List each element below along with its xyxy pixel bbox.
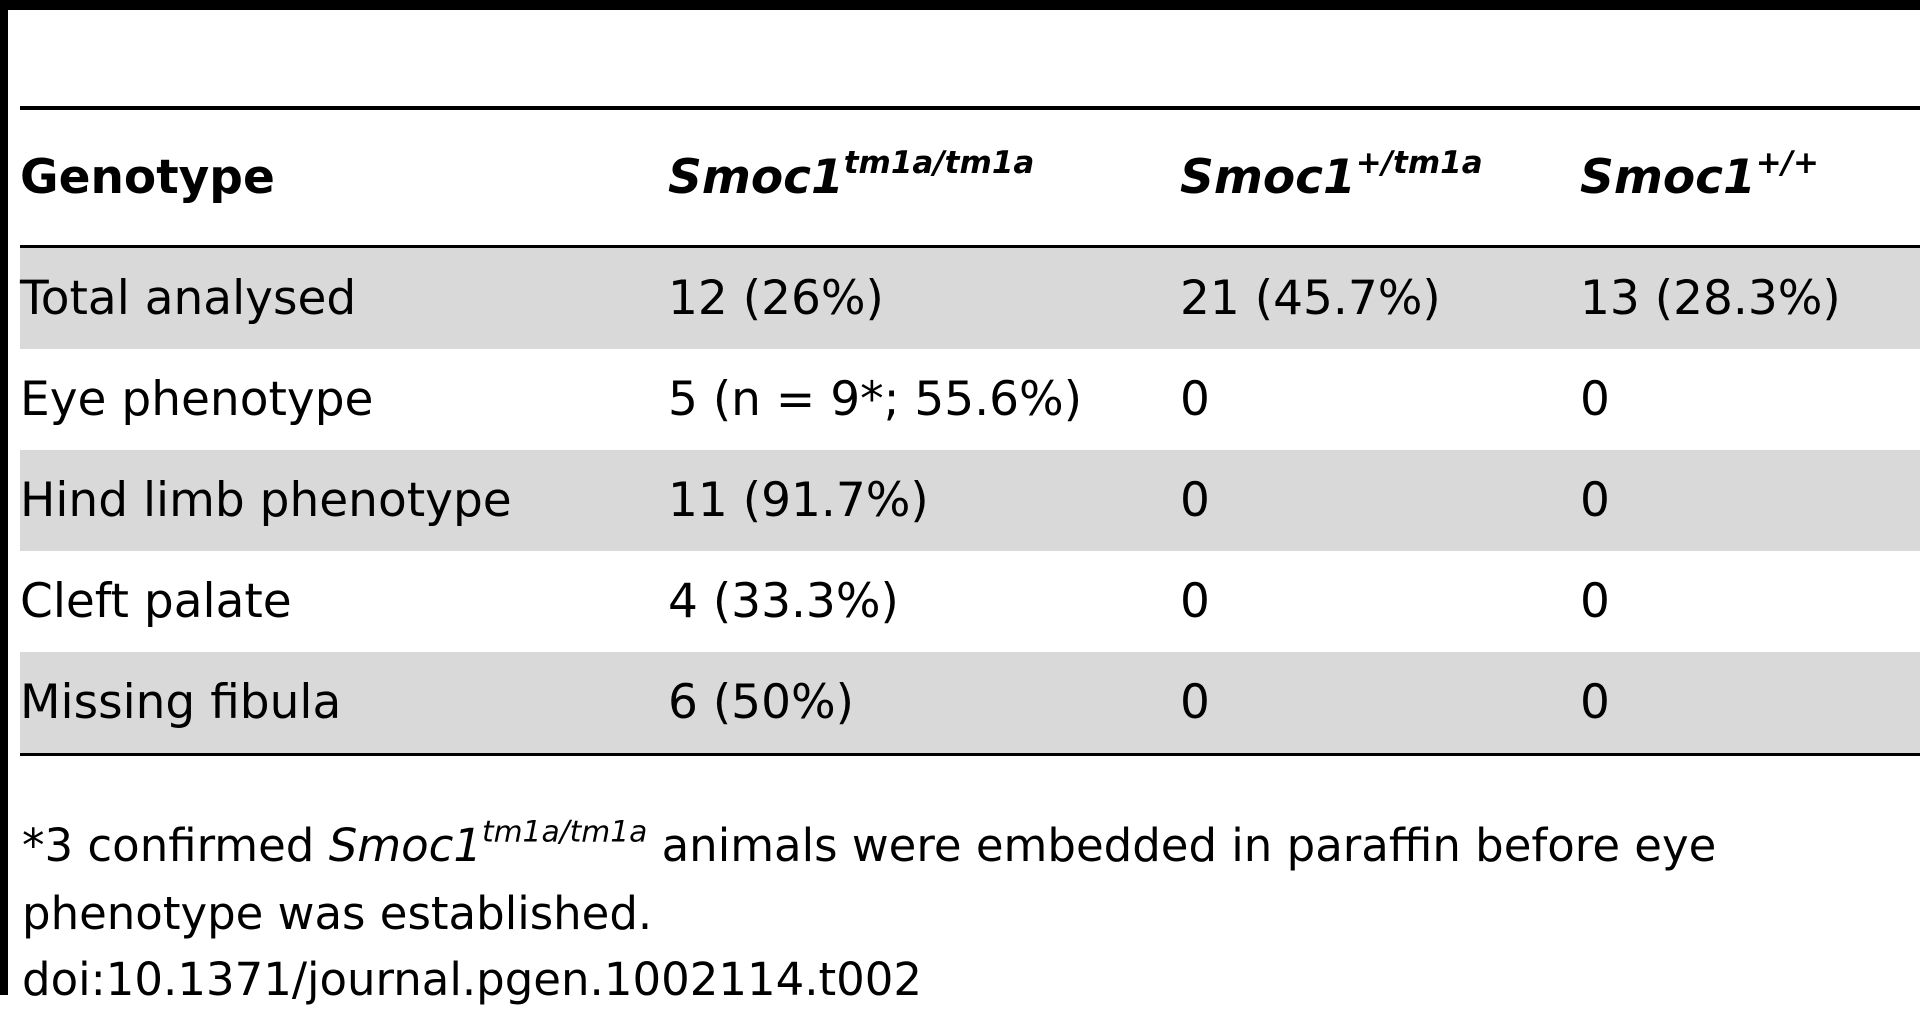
cell-homozygous: 5 (n = 9*; 55.6%) xyxy=(668,372,1083,427)
header-heterozygous: Smoc1+/tm1a xyxy=(1180,108,1580,247)
cell-heterozygous: 0 xyxy=(1180,450,1580,551)
genotype-table-container: Genotype Smoc1tm1a/tm1a Smoc1+/tm1a Smoc… xyxy=(20,106,1920,756)
table-body: Total analysed 12 (26%) 21 (45.7%) 13 (2… xyxy=(20,246,1920,755)
cell-homozygous: 4 (33.3%) xyxy=(668,574,899,629)
cell-wildtype: 0 xyxy=(1580,450,1920,551)
header-wildtype: Smoc1+/+ xyxy=(1580,108,1920,247)
top-border-rule xyxy=(0,0,1920,10)
cell-wildtype: 0 xyxy=(1580,372,1610,427)
header-heterozygous-allele: +/tm1a xyxy=(1355,144,1483,181)
footnote-suffix: animals were embedded in paraffin before… xyxy=(22,819,1717,940)
cell-heterozygous: 21 (45.7%) xyxy=(1180,246,1580,349)
row-label: Total analysed xyxy=(20,246,668,349)
cell-wildtype: 0 xyxy=(1580,652,1920,755)
row-label: Cleft palate xyxy=(20,574,292,629)
cell-wildtype: 0 xyxy=(1580,574,1610,629)
header-wildtype-gene: Smoc1 xyxy=(1580,150,1756,205)
row-label: Hind limb phenotype xyxy=(20,450,668,551)
genotype-table: Genotype Smoc1tm1a/tm1a Smoc1+/tm1a Smoc… xyxy=(20,106,1920,756)
cell-wildtype: 13 (28.3%) xyxy=(1580,246,1920,349)
cell-homozygous: 12 (26%) xyxy=(668,246,1180,349)
table-row: Eye phenotype 5 (n = 9*; 55.6%) 0 0 xyxy=(20,349,1920,450)
cell-heterozygous: 0 xyxy=(1180,574,1210,629)
footnote-gene: Smoc1 xyxy=(328,819,482,872)
cell-homozygous: 11 (91.7%) xyxy=(668,450,1180,551)
table-row: Cleft palate 4 (33.3%) 0 0 xyxy=(20,551,1920,652)
header-homozygous-gene: Smoc1 xyxy=(668,150,844,205)
table-row: Total analysed 12 (26%) 21 (45.7%) 13 (2… xyxy=(20,246,1920,349)
header-wildtype-allele: +/+ xyxy=(1755,144,1819,181)
cell-heterozygous: 0 xyxy=(1180,652,1580,755)
header-heterozygous-gene: Smoc1 xyxy=(1180,150,1356,205)
header-homozygous: Smoc1tm1a/tm1a xyxy=(668,108,1180,247)
header-genotype: Genotype xyxy=(20,150,275,205)
cell-homozygous: 6 (50%) xyxy=(668,652,1180,755)
footnote-gene-allele: tm1a/tm1a xyxy=(482,814,648,850)
table-header: Genotype Smoc1tm1a/tm1a Smoc1+/tm1a Smoc… xyxy=(20,108,1920,247)
doi-citation: doi:10.1371/journal.pgen.1002114.t002 xyxy=(22,953,923,1006)
row-label: Missing fibula xyxy=(20,652,668,755)
table-row: Missing fibula 6 (50%) 0 0 xyxy=(20,652,1920,755)
left-border-rule xyxy=(0,0,8,995)
header-homozygous-allele: tm1a/tm1a xyxy=(843,144,1035,181)
header-row: Genotype Smoc1tm1a/tm1a Smoc1+/tm1a Smoc… xyxy=(20,108,1920,247)
table-footnote: *3 confirmed Smoc1tm1a/tm1a animals were… xyxy=(22,812,1902,948)
cell-heterozygous: 0 xyxy=(1180,372,1210,427)
footnote-prefix: *3 confirmed xyxy=(22,819,329,872)
row-label: Eye phenotype xyxy=(20,372,374,427)
table-row: Hind limb phenotype 11 (91.7%) 0 0 xyxy=(20,450,1920,551)
